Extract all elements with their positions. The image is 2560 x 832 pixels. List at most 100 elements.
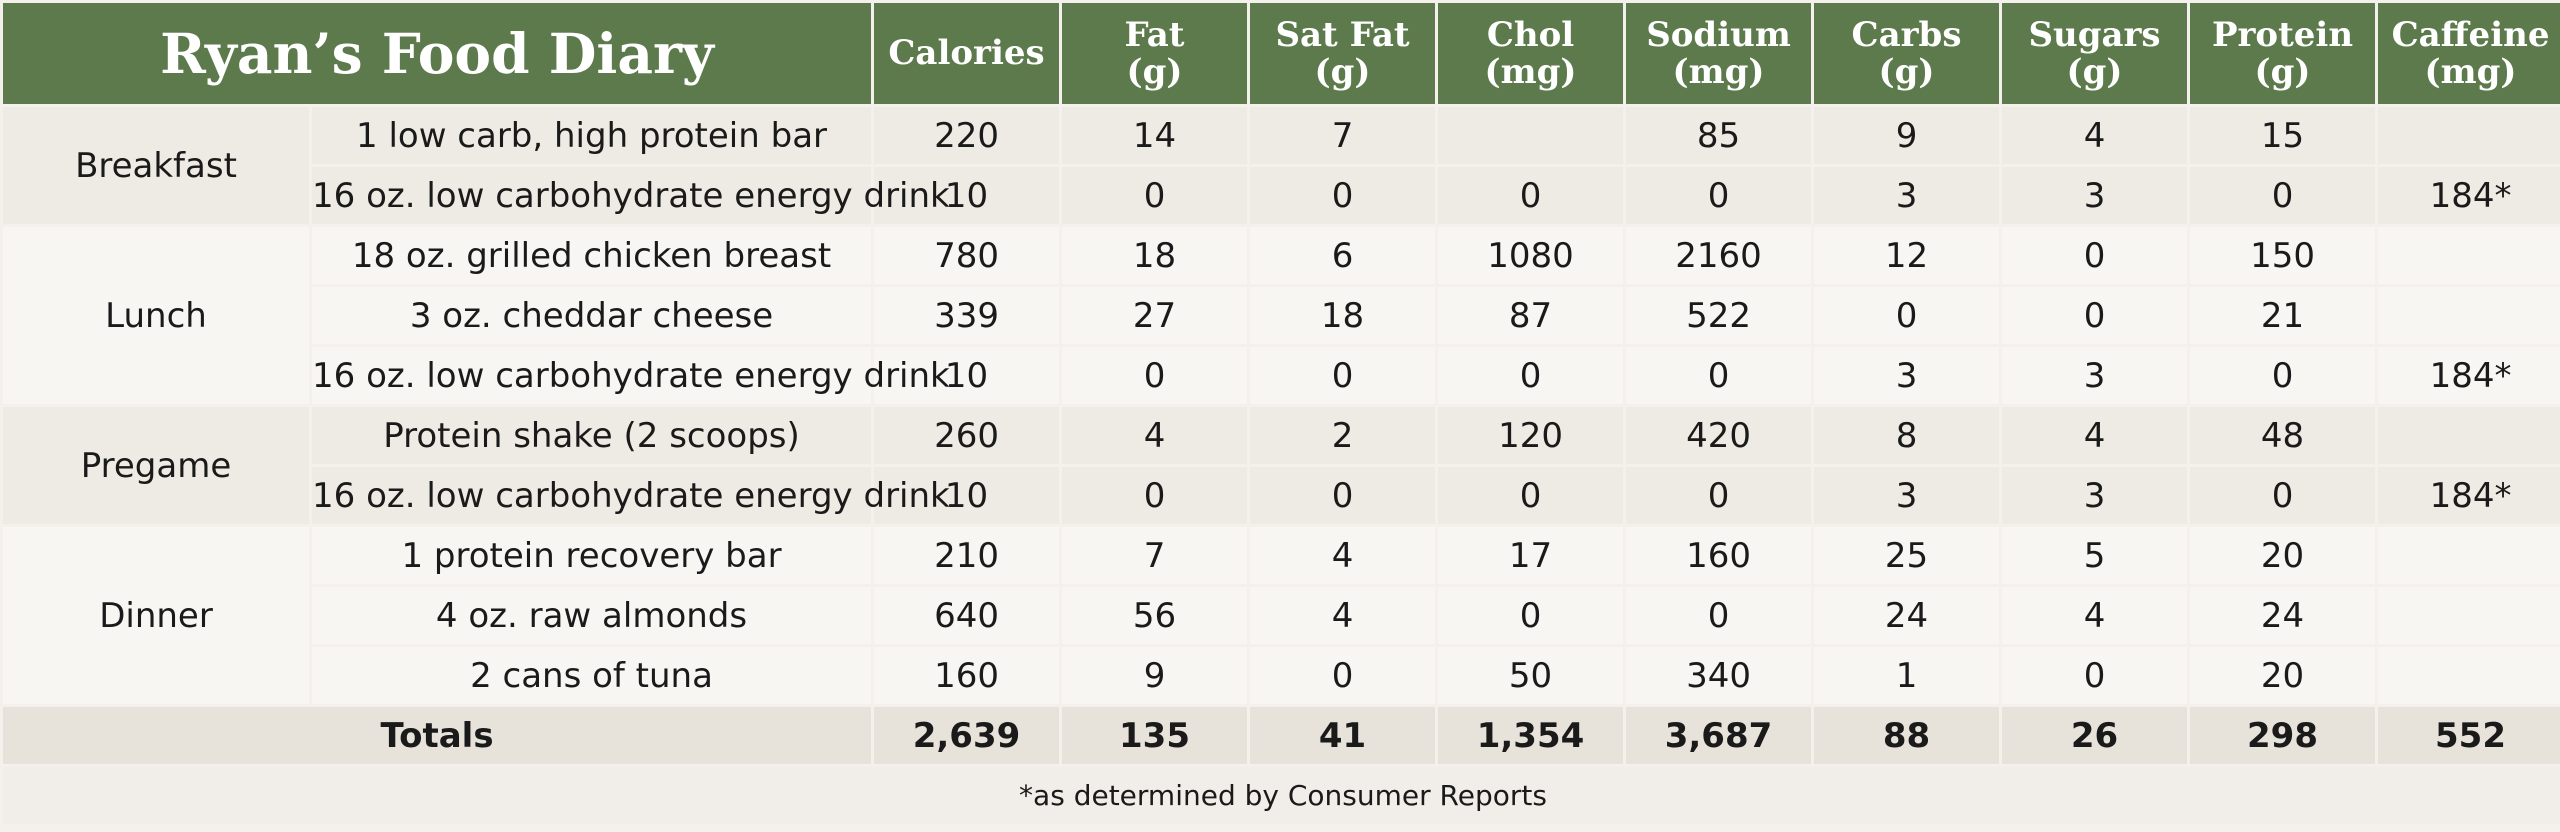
nutrient-value: 0 <box>2190 167 2376 224</box>
column-header-label: Fat <box>1124 14 1185 55</box>
column-header-label: Carbs <box>1851 14 1962 55</box>
nutrient-value: 0 <box>1250 347 1436 404</box>
nutrient-value: 0 <box>1062 167 1248 224</box>
nutrient-value: 184* <box>2378 167 2560 224</box>
nutrient-value <box>2378 407 2560 464</box>
nutrient-value: 2 <box>1250 407 1436 464</box>
column-header: Sugars (g) <box>2002 3 2188 104</box>
nutrient-value: 1080 <box>1438 227 1624 284</box>
total-value: 41 <box>1250 707 1436 764</box>
column-header-unit: (mg) <box>1672 51 1765 92</box>
nutrient-value <box>2378 527 2560 584</box>
total-value: 135 <box>1062 707 1248 764</box>
nutrient-value: 24 <box>2190 587 2376 644</box>
nutrient-value: 27 <box>1062 287 1248 344</box>
food-item: 1 low carb, high protein bar <box>312 107 872 164</box>
nutrient-value: 85 <box>1626 107 1812 164</box>
footnote-row: *as determined by Consumer Reports <box>3 767 2560 824</box>
nutrient-value: 0 <box>1250 647 1436 704</box>
nutrient-value <box>2378 287 2560 344</box>
nutrient-value: 3 <box>1814 347 2000 404</box>
nutrient-value: 0 <box>1062 347 1248 404</box>
column-header-unit: (mg) <box>2424 51 2517 92</box>
nutrient-value: 120 <box>1438 407 1624 464</box>
table-row: Pregame Protein shake (2 scoops) 260 4 2 120 4… <box>3 407 2560 524</box>
total-value: 88 <box>1814 707 2000 764</box>
total-value: 2,639 <box>874 707 1060 764</box>
column-header: Fat (g) <box>1062 3 1248 104</box>
nutrient-value: 150 <box>2190 227 2376 284</box>
nutrient-value: 0 <box>1814 287 2000 344</box>
nutrient-value: 10 <box>874 167 1060 224</box>
column-header: Protein (g) <box>2190 3 2376 104</box>
diary-body: Breakfast 1 low carb, high protein bar 220… <box>3 107 2560 704</box>
nutrient-value: 14 <box>1062 107 1248 164</box>
nutrient-value: 0 <box>2002 287 2188 344</box>
meal-label: Dinner <box>3 527 309 704</box>
nutrient-value: 10 <box>874 467 1060 524</box>
nutrient-value: 4 <box>2002 407 2188 464</box>
nutrient-value: 87 <box>1438 287 1624 344</box>
meal-label: Pregame <box>3 407 309 524</box>
table-row: 4 oz. raw almonds 640 56 4 0 0 24 4 24 <box>3 587 2560 644</box>
column-header-unit: (g) <box>1126 51 1183 92</box>
nutrient-value: 0 <box>1438 587 1624 644</box>
nutrient-value: 522 <box>1626 287 1812 344</box>
total-value: 1,354 <box>1438 707 1624 764</box>
meal-label: Lunch <box>3 227 309 404</box>
nutrient-value <box>1438 107 1624 164</box>
nutrient-value: 20 <box>2190 527 2376 584</box>
column-header-label: Sugars <box>2028 14 2161 55</box>
nutrient-value: 3 <box>2002 467 2188 524</box>
table-row: 2 cans of tuna 160 9 0 50 340 1 0 20 <box>3 647 2560 704</box>
nutrient-value: 4 <box>1062 407 1248 464</box>
nutrient-value: 0 <box>2190 467 2376 524</box>
nutrient-value: 160 <box>1626 527 1812 584</box>
column-header-label: Protein <box>2211 14 2354 55</box>
nutrient-value: 25 <box>1814 527 2000 584</box>
nutrient-value: 0 <box>1438 467 1624 524</box>
nutrient-value <box>2378 587 2560 644</box>
nutrient-value: 9 <box>1062 647 1248 704</box>
nutrient-value: 56 <box>1062 587 1248 644</box>
food-item: 16 oz. low carbohydrate energy drink <box>312 467 950 524</box>
nutrient-value: 640 <box>874 587 1060 644</box>
nutrient-value: 0 <box>1626 587 1812 644</box>
nutrient-value: 24 <box>1814 587 2000 644</box>
nutrient-value: 210 <box>874 527 1060 584</box>
nutrient-value: 3 <box>1814 467 2000 524</box>
food-item: 16 oz. low carbohydrate energy drink <box>312 167 950 224</box>
table-row: 16 oz. low carbohydrate energy drink 10 0 0… <box>3 467 2560 524</box>
column-header-unit: (g) <box>1878 51 1935 92</box>
column-header-unit: (g) <box>1314 51 1371 92</box>
column-header: Carbs (g) <box>1814 3 2000 104</box>
nutrient-value <box>2378 227 2560 284</box>
food-item: 18 oz. grilled chicken breast <box>312 227 872 284</box>
nutrient-value: 4 <box>1250 527 1436 584</box>
nutrient-value: 160 <box>874 647 1060 704</box>
nutrient-value: 2160 <box>1626 227 1812 284</box>
nutrient-value: 48 <box>2190 407 2376 464</box>
food-item: 3 oz. cheddar cheese <box>312 287 872 344</box>
column-header: Calories <box>874 3 1060 104</box>
nutrient-value: 0 <box>2002 227 2188 284</box>
table-row: 16 oz. low carbohydrate energy drink 10 0 0… <box>3 167 2560 224</box>
nutrient-value: 5 <box>2002 527 2188 584</box>
nutrient-value: 20 <box>2190 647 2376 704</box>
nutrient-value: 18 <box>1062 227 1248 284</box>
nutrient-value: 339 <box>874 287 1060 344</box>
nutrient-value: 15 <box>2190 107 2376 164</box>
nutrient-value: 0 <box>1250 467 1436 524</box>
total-value: 26 <box>2002 707 2188 764</box>
nutrient-value: 184* <box>2378 467 2560 524</box>
total-value: 552 <box>2378 707 2560 764</box>
table-row: 3 oz. cheddar cheese 339 27 18 87 522 0 0 21 <box>3 287 2560 344</box>
nutrient-value <box>2378 647 2560 704</box>
column-header-unit: (g) <box>2066 51 2123 92</box>
food-item: 2 cans of tuna <box>312 647 872 704</box>
page-title: Ryan’s Food Diary <box>3 3 872 104</box>
nutrient-value: 4 <box>2002 587 2188 644</box>
nutrient-value: 21 <box>2190 287 2376 344</box>
food-item: 4 oz. raw almonds <box>312 587 872 644</box>
